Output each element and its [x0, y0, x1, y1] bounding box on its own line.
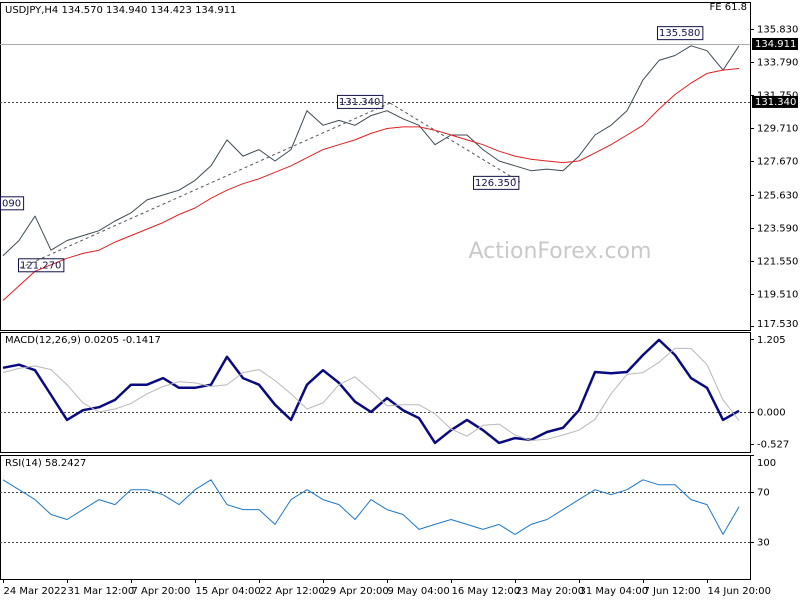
x-tick-label: 16 May 12:00	[452, 586, 521, 597]
y-tick-label: -0.527	[757, 440, 789, 451]
y-tick-label: 1.205	[757, 335, 786, 346]
panel-title: RSI(14) 58.2427	[5, 458, 86, 469]
trend-line	[389, 102, 521, 183]
series-line	[2, 45, 740, 257]
y-tick-label: 0.000	[757, 408, 786, 419]
panel-title: USDJPY,H4 134.570 134.940 134.423 134.91…	[5, 5, 236, 16]
x-tick-label: 14 Jun 20:00	[708, 586, 772, 597]
x-tick-label: 9 May 04:00	[388, 586, 450, 597]
price-label: 134.911	[755, 39, 796, 50]
y-tick-label: 127.670	[757, 157, 798, 168]
x-tick-label: 24 Mar 2022	[4, 586, 67, 597]
y-tick-label: 119.510	[757, 290, 798, 301]
annotation-box	[337, 94, 384, 109]
x-tick-label: 7 Jun 12:00	[644, 586, 701, 597]
annotation-box	[657, 26, 704, 41]
annotation-box	[18, 258, 65, 273]
annotation-box	[0, 196, 25, 211]
x-tick-label: 7 Apr 20:00	[132, 586, 191, 597]
annotation-label: 126.350	[475, 178, 516, 189]
annotation-label: 121.270	[20, 260, 61, 271]
x-tick-label: 31 May 04:00	[580, 586, 649, 597]
x-tick-label: 29 Apr 20:00	[324, 586, 389, 597]
y-tick-label: 100	[757, 458, 776, 469]
series-line	[2, 347, 740, 441]
y-tick-label: 123.590	[757, 224, 798, 235]
y-tick-label: 135.830	[757, 25, 798, 36]
panel-title: MACD(12,26,9) 0.0205 -0.1417	[5, 335, 161, 346]
x-tick-label: 22 Apr 12:00	[260, 586, 325, 597]
y-tick-label: 125.630	[757, 191, 798, 202]
annotation-box	[473, 175, 520, 190]
panel-frame	[0, 2, 751, 331]
series-line	[2, 68, 740, 301]
x-tick-label: 31 Mar 12:00	[68, 586, 135, 597]
y-tick-label: 133.790	[757, 58, 798, 69]
y-tick-label: 121.550	[757, 257, 798, 268]
annotation-label: 090	[2, 198, 21, 209]
panel-note: FE 61.8	[709, 2, 747, 13]
watermark: ActionForex.com	[469, 239, 652, 264]
y-tick-label: 129.710	[757, 124, 798, 135]
series-line	[2, 479, 740, 535]
x-tick-label: 15 Apr 04:00	[196, 586, 261, 597]
panel-frame	[0, 332, 751, 453]
annotation-label: 131.340	[339, 97, 380, 108]
price-label: 131.340	[755, 97, 796, 108]
y-tick-label: 117.530	[757, 319, 798, 330]
price-label-bg	[752, 37, 798, 50]
price-label-bg	[752, 95, 798, 108]
annotation-label: 135.580	[659, 28, 700, 39]
y-tick-label: 70	[757, 488, 770, 499]
trend-line	[19, 102, 391, 269]
y-tick-label: 30	[757, 538, 770, 549]
x-tick-label: 23 May 20:00	[516, 586, 585, 597]
series-line	[2, 338, 740, 445]
panel-frame	[0, 455, 751, 580]
